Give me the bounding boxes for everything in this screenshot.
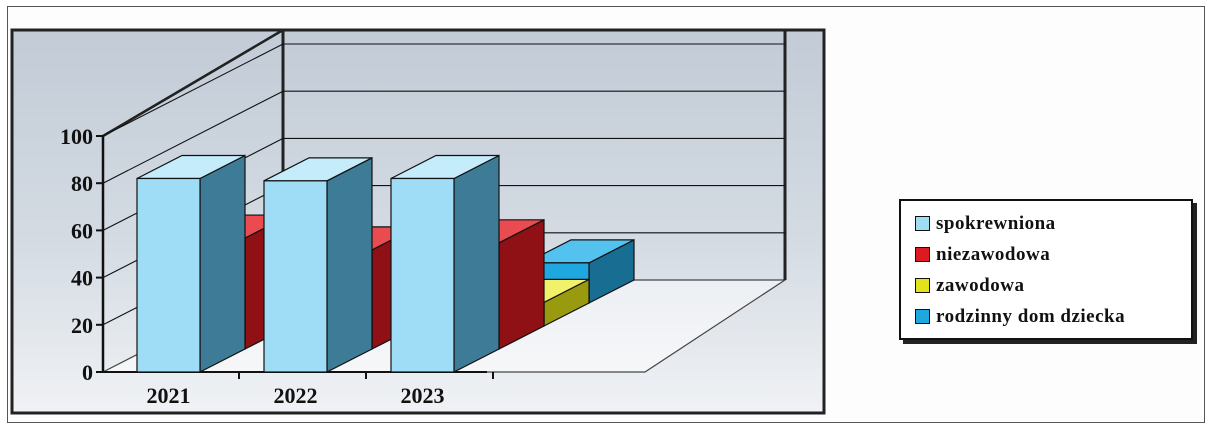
legend-item: niezawodowa [915,239,1191,270]
x-tick-label: 2023 [401,383,445,408]
side-gridline [102,43,284,137]
bars [136,154,635,373]
y-tick-label: 60 [71,218,93,243]
y-tick-label: 80 [71,171,93,196]
x-tick-label: 2021 [147,383,191,408]
y-tick-label: 100 [60,124,93,149]
legend-swatch [915,278,930,293]
side-gridline [102,90,284,184]
legend-swatch [915,247,930,262]
bar-front [390,177,455,373]
legend-label: spokrewniona [936,212,1056,234]
legend: spokrewniona niezawodowa zawodowa rodzinny … [899,199,1193,340]
y-tick-label: 20 [71,313,93,338]
legend-label: zawodowa [936,274,1025,296]
side-wall-top-edge [102,28,284,138]
y-tick-label: 40 [71,266,93,291]
bar-side [326,156,373,373]
legend-swatch [915,309,930,324]
x-tick-label: 2022 [274,383,318,408]
legend-item: spokrewniona [915,208,1191,239]
legend-item: zawodowa [915,270,1191,301]
y-tick-label: 0 [82,360,93,385]
bar-side [453,154,500,373]
legend-label: niezawodowa [936,243,1051,265]
bar-front [263,180,328,373]
legend-swatch [915,216,930,231]
tick-labels: 0 20 40 60 80 100 2021 2022 2023 [60,124,494,408]
legend-label: rodzinny dom dziecka [936,305,1126,327]
bar-side [199,154,246,373]
bar-front [136,177,201,373]
legend-item: rodzinny dom dziecka [915,301,1191,332]
